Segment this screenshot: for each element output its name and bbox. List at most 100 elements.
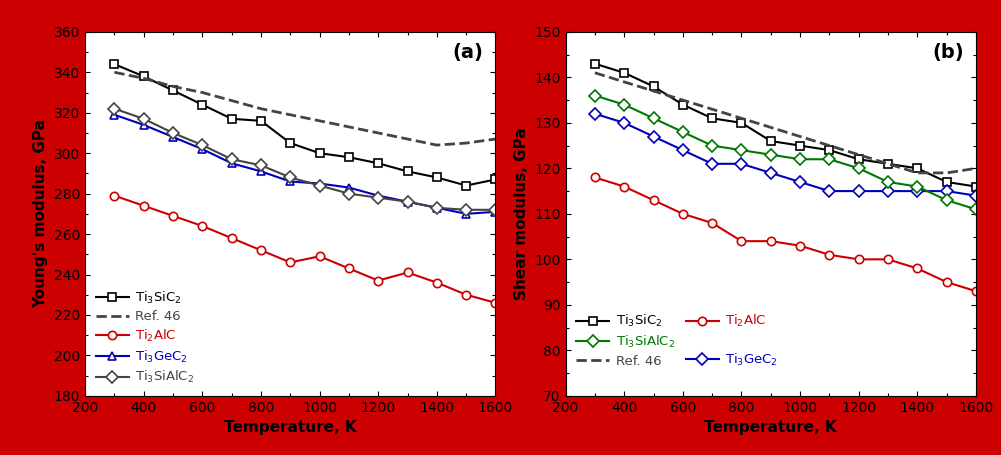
Ti$_3$GeC$_2$ xyxy=(706,161,718,167)
Ti$_3$SiAlC$_2$ xyxy=(196,142,208,148)
Line: Ref. 46: Ref. 46 xyxy=(595,73,976,173)
Ti$_3$SiC$_2$ xyxy=(619,70,631,76)
Ti$_2$AlC xyxy=(401,270,413,275)
Ti$_3$SiC$_2$ xyxy=(489,177,502,182)
Ref. 46 xyxy=(853,152,865,157)
Ti$_3$GeC$_2$ xyxy=(108,112,120,117)
Ti$_2$AlC xyxy=(343,266,355,271)
Legend: Ti$_3$SiC$_2$, Ref. 46, Ti$_2$AlC, Ti$_3$GeC$_2$, Ti$_3$SiAlC$_2$: Ti$_3$SiC$_2$, Ref. 46, Ti$_2$AlC, Ti$_3… xyxy=(92,285,198,389)
Ti$_3$SiC$_2$ xyxy=(430,175,442,180)
Legend: Ti$_3$SiC$_2$, Ti$_3$SiAlC$_2$, Ref. 46, , Ti$_2$AlC, , Ti$_3$GeC$_2$, : Ti$_3$SiC$_2$, Ti$_3$SiAlC$_2$, Ref. 46,… xyxy=(573,309,782,389)
Ti$_3$SiC$_2$ xyxy=(372,161,384,166)
Ti$_2$AlC xyxy=(619,184,631,189)
Ti$_3$SiC$_2$ xyxy=(313,151,325,156)
Ti$_3$GeC$_2$ xyxy=(853,188,865,194)
Ti$_3$SiC$_2$ xyxy=(138,74,150,79)
Ti$_3$SiAlC$_2$ xyxy=(706,143,718,148)
Ti$_2$AlC xyxy=(970,288,982,294)
Ti$_2$AlC xyxy=(489,300,502,306)
Ti$_2$AlC xyxy=(765,238,777,244)
Ti$_3$GeC$_2$ xyxy=(911,188,923,194)
Ti$_3$SiAlC$_2$ xyxy=(401,199,413,204)
Ti$_3$SiAlC$_2$ xyxy=(138,116,150,121)
Ti$_3$SiC$_2$ xyxy=(167,88,179,93)
Ti$_2$AlC xyxy=(911,266,923,271)
Text: (b): (b) xyxy=(932,43,964,62)
Ti$_3$SiC$_2$ xyxy=(941,179,953,185)
Ti$_3$GeC$_2$ xyxy=(343,185,355,190)
X-axis label: Temperature, K: Temperature, K xyxy=(224,420,356,435)
Ref. 46 xyxy=(401,136,413,142)
Ti$_3$SiC$_2$ xyxy=(196,102,208,107)
Ti$_3$SiC$_2$ xyxy=(284,140,296,146)
Ti$_3$SiC$_2$ xyxy=(648,84,660,89)
Ti$_2$AlC xyxy=(284,260,296,265)
Ti$_3$SiC$_2$ xyxy=(970,184,982,189)
Ref. 46 xyxy=(108,70,120,75)
Ti$_2$AlC xyxy=(225,235,237,241)
Ti$_3$GeC$_2$ xyxy=(765,170,777,176)
Ref. 46 xyxy=(372,130,384,136)
Ref. 46 xyxy=(460,140,472,146)
Ti$_3$GeC$_2$ xyxy=(941,188,953,194)
Ref. 46 xyxy=(284,112,296,117)
Ti$_3$SiAlC$_2$ xyxy=(255,162,267,168)
Ti$_2$AlC xyxy=(824,252,836,258)
Ti$_3$SiC$_2$ xyxy=(765,138,777,144)
Ti$_2$AlC xyxy=(589,175,601,180)
Ti$_3$GeC$_2$ xyxy=(882,188,894,194)
Ref. 46 xyxy=(167,84,179,89)
Ti$_2$AlC xyxy=(648,197,660,203)
Line: Ti$_3$GeC$_2$: Ti$_3$GeC$_2$ xyxy=(591,110,980,200)
Ti$_3$SiAlC$_2$ xyxy=(794,157,806,162)
Ref. 46 xyxy=(706,106,718,112)
Ti$_3$SiC$_2$ xyxy=(225,116,237,121)
Ref. 46 xyxy=(824,143,836,148)
Ti$_3$SiC$_2$ xyxy=(589,61,601,66)
Ti$_3$GeC$_2$ xyxy=(648,134,660,139)
Ti$_3$SiC$_2$ xyxy=(882,161,894,167)
Ti$_3$SiAlC$_2$ xyxy=(824,157,836,162)
Ref. 46 xyxy=(225,98,237,103)
Ti$_3$GeC$_2$ xyxy=(138,122,150,127)
Ref. 46 xyxy=(430,142,442,148)
Line: Ti$_2$AlC: Ti$_2$AlC xyxy=(110,192,499,307)
Ti$_3$SiC$_2$ xyxy=(706,116,718,121)
Line: Ti$_3$SiC$_2$: Ti$_3$SiC$_2$ xyxy=(591,60,980,191)
Ti$_3$SiAlC$_2$ xyxy=(911,184,923,189)
Ref. 46 xyxy=(794,134,806,139)
Ref. 46 xyxy=(489,136,502,142)
Ti$_3$SiAlC$_2$ xyxy=(853,166,865,171)
Ref. 46 xyxy=(677,97,689,103)
Ti$_3$GeC$_2$ xyxy=(401,199,413,204)
Ti$_2$AlC xyxy=(853,257,865,262)
Ti$_3$GeC$_2$ xyxy=(284,179,296,184)
Text: (a): (a) xyxy=(452,43,483,62)
Ti$_3$SiAlC$_2$ xyxy=(313,183,325,188)
Line: Ti$_3$SiAlC$_2$: Ti$_3$SiAlC$_2$ xyxy=(591,91,980,213)
Ti$_3$GeC$_2$ xyxy=(167,134,179,140)
Ti$_3$SiAlC$_2$ xyxy=(108,106,120,111)
Ti$_3$GeC$_2$ xyxy=(430,205,442,211)
Ref. 46 xyxy=(138,76,150,81)
Ref. 46 xyxy=(911,170,923,176)
X-axis label: Temperature, K: Temperature, K xyxy=(705,420,837,435)
Ti$_3$GeC$_2$ xyxy=(619,120,631,126)
Ti$_2$AlC xyxy=(108,193,120,198)
Ti$_3$SiAlC$_2$ xyxy=(343,191,355,197)
Y-axis label: Shear modulus, GPa: Shear modulus, GPa xyxy=(514,127,529,300)
Ref. 46 xyxy=(196,90,208,95)
Ref. 46 xyxy=(589,70,601,76)
Ref. 46 xyxy=(941,170,953,176)
Ref. 46 xyxy=(255,106,267,111)
Ti$_3$SiC$_2$ xyxy=(911,166,923,171)
Ti$_3$GeC$_2$ xyxy=(313,181,325,186)
Ti$_3$SiC$_2$ xyxy=(824,147,836,153)
Line: Ti$_3$GeC$_2$: Ti$_3$GeC$_2$ xyxy=(110,111,499,218)
Ti$_3$SiAlC$_2$ xyxy=(284,175,296,180)
Ti$_3$GeC$_2$ xyxy=(736,161,748,167)
Line: Ti$_3$SiC$_2$: Ti$_3$SiC$_2$ xyxy=(110,60,499,190)
Ti$_3$GeC$_2$ xyxy=(970,193,982,198)
Ti$_3$GeC$_2$ xyxy=(196,147,208,152)
Ref. 46 xyxy=(313,118,325,124)
